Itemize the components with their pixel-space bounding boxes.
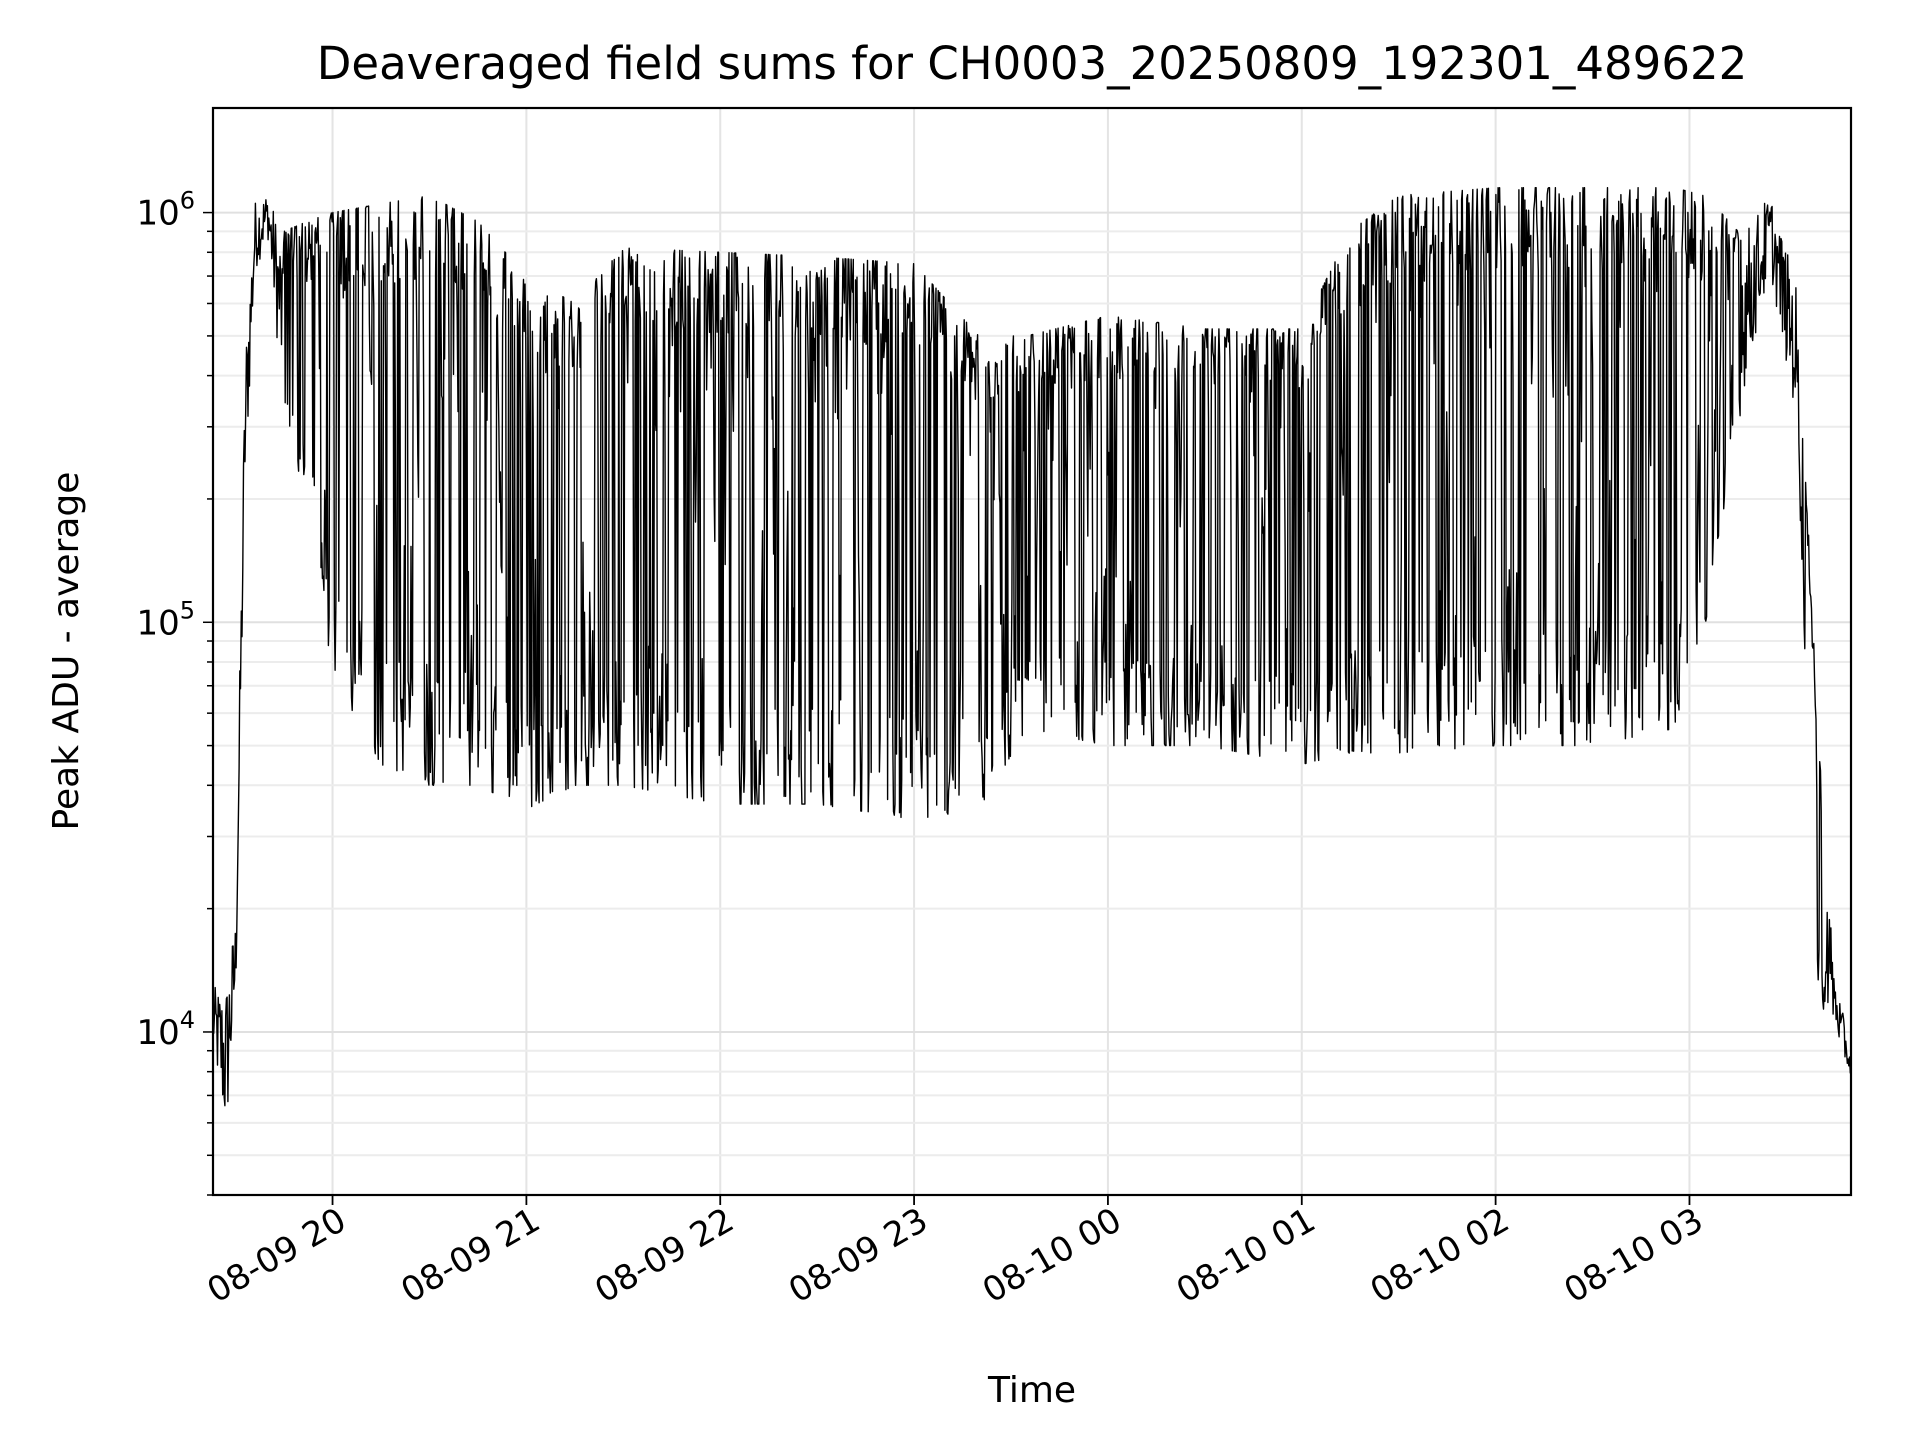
y-axis-label: Peak ADU - average (46, 472, 87, 831)
y-tick-label: 104 (136, 1006, 195, 1053)
plot-frame (211, 106, 1853, 1197)
chart-title: Deaveraged field sums for CH0003_2025080… (317, 37, 1747, 90)
x-axis-label: Time (987, 1370, 1076, 1411)
data-series (212, 187, 1852, 1107)
series-line (212, 187, 1852, 1107)
y-tick-label: 106 (136, 187, 195, 234)
y-tick-label: 105 (136, 596, 195, 643)
